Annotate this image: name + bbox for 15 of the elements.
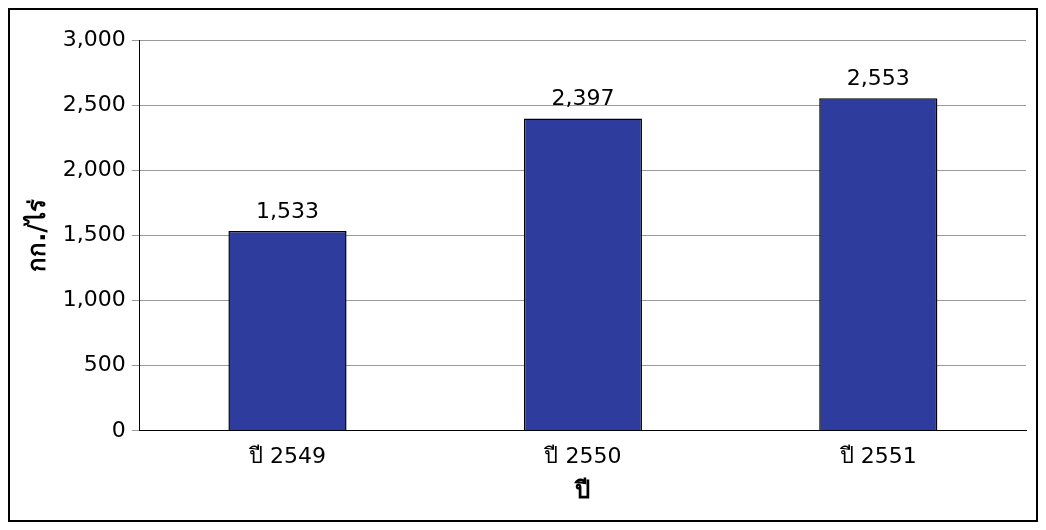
x-tick-label: ปี 2550 bbox=[543, 442, 622, 468]
x-axis-title: ปี bbox=[574, 475, 591, 504]
y-tick-label: 1,500 bbox=[62, 221, 126, 247]
y-tick-label: 2,000 bbox=[62, 155, 126, 181]
y-tick-label: 2,500 bbox=[62, 90, 126, 116]
y-axis-title: กก./ไร่ bbox=[21, 198, 51, 272]
data-label: 1,533 bbox=[255, 197, 319, 223]
y-tick-label: 500 bbox=[83, 351, 126, 377]
y-tick-label: 3,000 bbox=[62, 25, 126, 51]
data-label: 2,397 bbox=[551, 85, 615, 111]
x-tick-label: ปี 2551 bbox=[838, 442, 917, 468]
y-tick-label: 0 bbox=[111, 416, 126, 442]
x-tick-label: ปี 2549 bbox=[247, 442, 326, 468]
data-label: 2,553 bbox=[846, 64, 910, 90]
y-tick-label: 1,000 bbox=[62, 286, 126, 312]
